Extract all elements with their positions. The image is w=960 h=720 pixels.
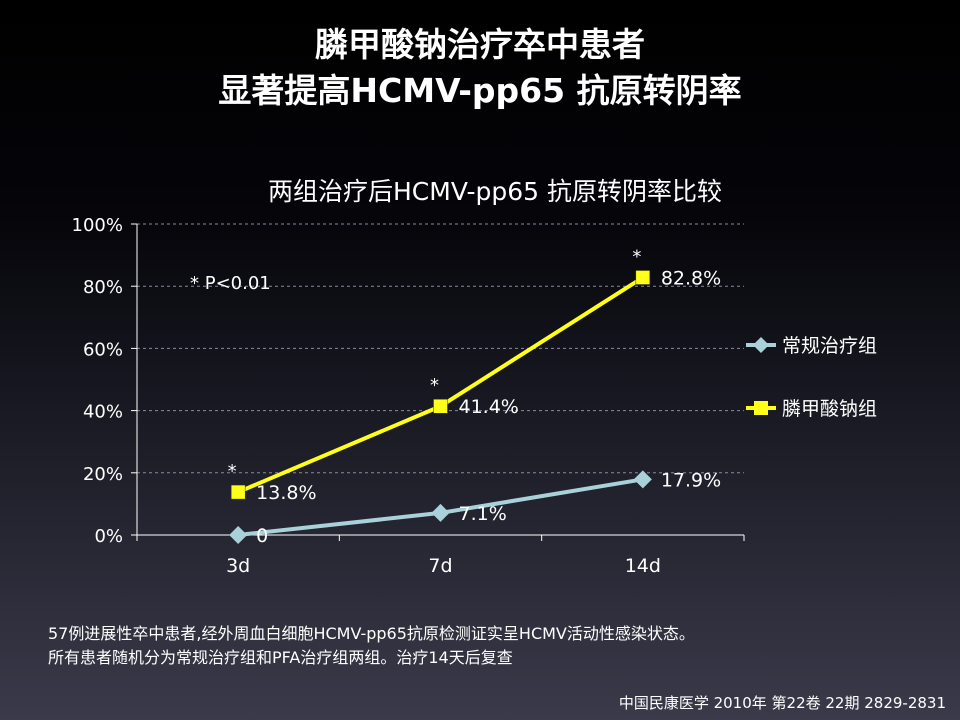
series-layer: 0 7.1% 17.9% 13.8% * 41.4% * 82.8% * bbox=[228, 246, 722, 547]
series-2: 13.8% * 41.4% * 82.8% * bbox=[228, 246, 722, 504]
data-label: 17.9% bbox=[661, 469, 721, 491]
slide-title: 膦甲酸钠治疗卒中患者 显著提高HCMV-pp65 抗原转阴率 bbox=[0, 22, 960, 114]
data-point bbox=[229, 526, 248, 544]
data-point bbox=[633, 470, 652, 489]
y-tick-label: 100% bbox=[72, 215, 123, 236]
data-point bbox=[431, 503, 450, 522]
legend-marker bbox=[754, 401, 768, 415]
footnote-line-2: 所有患者随机分为常规治疗组和PFA治疗组两组。治疗14天后复查 bbox=[48, 648, 513, 667]
x-tick-label: 3d bbox=[226, 555, 250, 577]
footnote: 57例进展性卒中患者,经外周血白细胞HCMV-pp65抗原检测证实呈HCMV活动… bbox=[48, 622, 695, 670]
data-label: 13.8% bbox=[256, 482, 316, 504]
data-point bbox=[433, 398, 448, 414]
footnote-line-1: 57例进展性卒中患者,经外周血白细胞HCMV-pp65抗原检测证实呈HCMV活动… bbox=[48, 624, 695, 643]
citation: 中国民康医学 2010年 第22卷 22期 2829-2831 bbox=[618, 694, 946, 712]
data-label: 41.4% bbox=[459, 396, 519, 418]
series-line bbox=[237, 275, 644, 494]
slide-title-line-1: 膦甲酸钠治疗卒中患者 bbox=[315, 25, 645, 64]
data-label: 82.8% bbox=[661, 267, 721, 289]
significance-star: * bbox=[430, 375, 439, 396]
y-tick-label: 40% bbox=[83, 402, 123, 423]
significance-star: * bbox=[228, 461, 237, 482]
series-1: 0 7.1% 17.9% bbox=[229, 469, 721, 547]
legend-label: 常规治疗组 bbox=[782, 335, 877, 357]
y-axis-tick-labels: 0% 20% 40% 60% 80% 100% bbox=[72, 215, 123, 547]
y-tick-label: 0% bbox=[94, 526, 123, 547]
chart-title: 两组治疗后HCMV-pp65 抗原转阴率比较 bbox=[268, 177, 722, 206]
gridlines bbox=[137, 223, 744, 474]
y-tick-label: 60% bbox=[83, 339, 123, 360]
x-axis-tick-labels: 3d 7d 14d bbox=[226, 555, 661, 577]
data-label: 0 bbox=[256, 525, 268, 547]
significance-star: * bbox=[632, 246, 641, 267]
y-tick-label: 20% bbox=[83, 464, 123, 485]
significance-note: * P<0.01 bbox=[190, 273, 271, 294]
line-chart: 两组治疗后HCMV-pp65 抗原转阴率比较 0% 20% 40% 60% 80% 100… bbox=[72, 177, 877, 577]
legend-item: 常规治疗组 bbox=[746, 335, 877, 357]
data-point bbox=[635, 270, 651, 285]
y-tick-label: 80% bbox=[83, 277, 123, 298]
x-tick-label: 7d bbox=[428, 555, 452, 577]
legend-item: 膦甲酸钠组 bbox=[746, 398, 877, 420]
data-point bbox=[230, 484, 246, 500]
data-label: 7.1% bbox=[459, 503, 507, 525]
slide-title-line-2: 显著提高HCMV-pp65 抗原转阴率 bbox=[218, 71, 742, 110]
x-tick-label: 14d bbox=[625, 555, 661, 577]
legend-marker bbox=[753, 337, 769, 353]
legend-label: 膦甲酸钠组 bbox=[782, 398, 877, 420]
